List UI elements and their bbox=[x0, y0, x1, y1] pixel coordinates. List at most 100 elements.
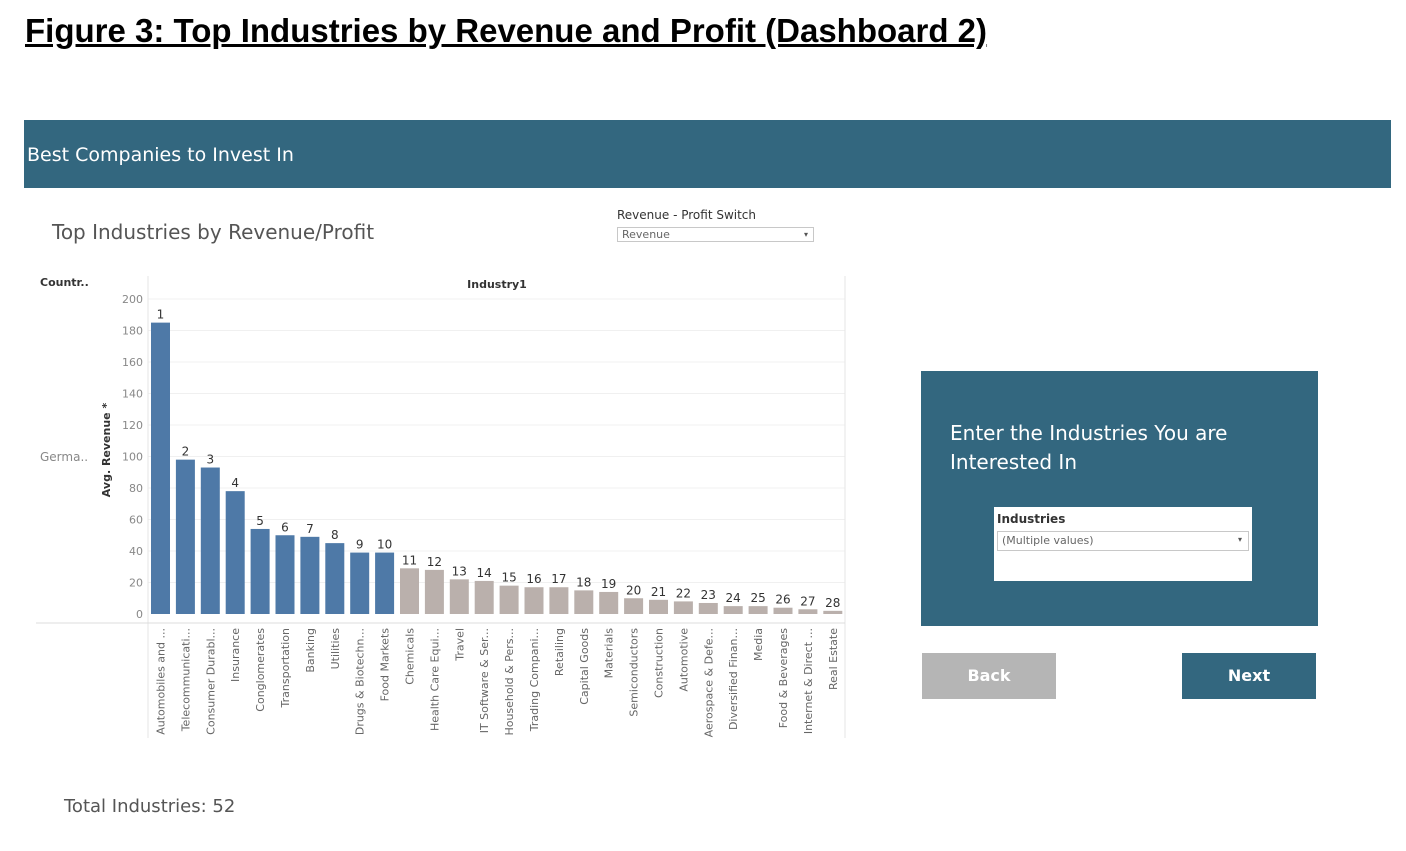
rank-label: 10 bbox=[377, 538, 392, 552]
bar bbox=[200, 467, 220, 614]
bar bbox=[723, 606, 743, 614]
rank-label: 2 bbox=[182, 445, 190, 459]
bar bbox=[175, 459, 195, 614]
industries-panel: Enter the Industries You are Interested … bbox=[921, 371, 1318, 626]
bar bbox=[275, 535, 295, 614]
column-header-title: Industry1 bbox=[467, 278, 527, 291]
bar bbox=[250, 528, 270, 614]
rank-label: 14 bbox=[477, 566, 492, 580]
x-tick-label: Media bbox=[752, 628, 765, 661]
bar bbox=[474, 580, 494, 614]
bar bbox=[449, 579, 469, 614]
y-tick-label: 120 bbox=[122, 419, 143, 432]
x-tick-label: Trading Compani... bbox=[528, 628, 541, 732]
x-tick-label: Semiconductors bbox=[628, 628, 641, 717]
rank-label: 25 bbox=[750, 591, 765, 605]
y-tick-label: 160 bbox=[122, 356, 143, 369]
rank-label: 15 bbox=[501, 571, 516, 585]
industry-bar-chart: Countr.. Industry1 Germa.. Avg. Revenue … bbox=[36, 276, 846, 738]
industries-dropdown[interactable]: (Multiple values) ▾ bbox=[997, 531, 1249, 551]
bar bbox=[424, 569, 444, 614]
filter-label: Industries bbox=[997, 512, 1066, 526]
y-tick-label: 140 bbox=[122, 388, 143, 401]
total-industries: Total Industries: 52 bbox=[64, 796, 236, 817]
x-axis-labels: Automobiles and ... Telecommunicati... Con… bbox=[155, 628, 840, 738]
bar bbox=[574, 590, 594, 614]
chevron-down-icon[interactable]: ▾ bbox=[1237, 535, 1242, 544]
rank-label: 19 bbox=[601, 577, 616, 591]
bar bbox=[624, 598, 644, 614]
x-tick-label: Internet & Direct ... bbox=[802, 628, 815, 734]
rank-label: 18 bbox=[576, 575, 591, 589]
x-tick-label: Food & Beverages bbox=[777, 628, 790, 729]
x-tick-label: Diversified Finan... bbox=[727, 628, 740, 730]
bar bbox=[499, 585, 519, 614]
dashboard-title: Best Companies to Invest In bbox=[27, 144, 294, 166]
x-tick-label: Retailing bbox=[553, 628, 566, 676]
chevron-down-icon[interactable]: ▾ bbox=[803, 230, 808, 239]
bar bbox=[225, 491, 245, 614]
rank-label: 23 bbox=[701, 588, 716, 602]
bar bbox=[649, 599, 668, 614]
bar bbox=[673, 601, 693, 614]
rank-label: 4 bbox=[231, 476, 239, 490]
figure-title: Figure 3: Top Industries by Revenue and … bbox=[25, 12, 988, 49]
x-tick-label: Aerospace & Defe... bbox=[702, 628, 715, 737]
x-tick-label: Banking bbox=[304, 628, 317, 673]
bar bbox=[325, 543, 345, 614]
x-tick-label: Consumer Durabl... bbox=[204, 628, 217, 735]
x-tick-label: Drugs & Biotechn... bbox=[354, 628, 367, 735]
rank-label: 26 bbox=[775, 593, 790, 607]
y-axis-title: Avg. Revenue * bbox=[100, 403, 113, 498]
rank-label: 24 bbox=[726, 591, 741, 605]
sheet-title: Top Industries by Revenue/Profit bbox=[52, 220, 375, 244]
x-tick-label: Automobiles and ... bbox=[155, 628, 168, 735]
rank-label: 28 bbox=[825, 596, 840, 610]
bar bbox=[798, 609, 818, 614]
y-tick-label: 200 bbox=[122, 293, 143, 306]
rank-label: 17 bbox=[551, 572, 566, 586]
x-tick-label: Insurance bbox=[229, 628, 242, 682]
rank-label: 3 bbox=[206, 453, 214, 467]
x-tick-label: Health Care Equi... bbox=[428, 628, 441, 731]
row-label: Germa.. bbox=[40, 450, 88, 464]
bar bbox=[549, 587, 569, 614]
rank-label: 11 bbox=[402, 553, 417, 567]
x-tick-label: Utilities bbox=[329, 628, 342, 670]
x-tick-label: Materials bbox=[603, 628, 616, 679]
bar bbox=[300, 536, 320, 614]
panel-title: Enter the Industries You are Interested … bbox=[950, 421, 1228, 474]
bar bbox=[524, 587, 544, 614]
x-tick-label: Real Estate bbox=[827, 628, 840, 690]
revenue-profit-switch[interactable]: Revenue ▾ bbox=[617, 227, 814, 242]
bar bbox=[698, 602, 718, 614]
x-tick-label: IT Software & Ser... bbox=[478, 628, 491, 733]
switch-value: Revenue bbox=[622, 228, 670, 241]
bar bbox=[599, 591, 619, 614]
x-tick-label: Household & Pers... bbox=[503, 628, 516, 736]
next-button[interactable]: Next bbox=[1182, 653, 1316, 699]
back-button[interactable]: Back bbox=[922, 653, 1056, 699]
x-tick-label: Food Markets bbox=[379, 628, 392, 702]
rank-label: 7 bbox=[306, 522, 314, 536]
bar bbox=[400, 568, 419, 614]
y-tick-label: 20 bbox=[129, 577, 143, 590]
y-tick-label: 80 bbox=[129, 482, 143, 495]
rank-label: 9 bbox=[356, 538, 364, 552]
x-tick-label: Construction bbox=[653, 628, 666, 698]
bar bbox=[350, 552, 370, 614]
rank-label: 6 bbox=[281, 520, 289, 534]
rank-label: 12 bbox=[427, 555, 442, 569]
bars bbox=[151, 322, 843, 614]
bar bbox=[748, 606, 768, 614]
rank-label: 16 bbox=[526, 572, 541, 586]
rank-label: 20 bbox=[626, 583, 641, 597]
rank-label: 5 bbox=[256, 514, 264, 528]
x-tick-label: Chemicals bbox=[404, 628, 417, 685]
rank-label: 1 bbox=[157, 308, 165, 322]
dashboard-header: Best Companies to Invest In bbox=[24, 120, 1391, 188]
x-tick-label: Conglomerates bbox=[254, 628, 267, 712]
bar bbox=[823, 610, 843, 614]
rank-label: 13 bbox=[452, 564, 467, 578]
